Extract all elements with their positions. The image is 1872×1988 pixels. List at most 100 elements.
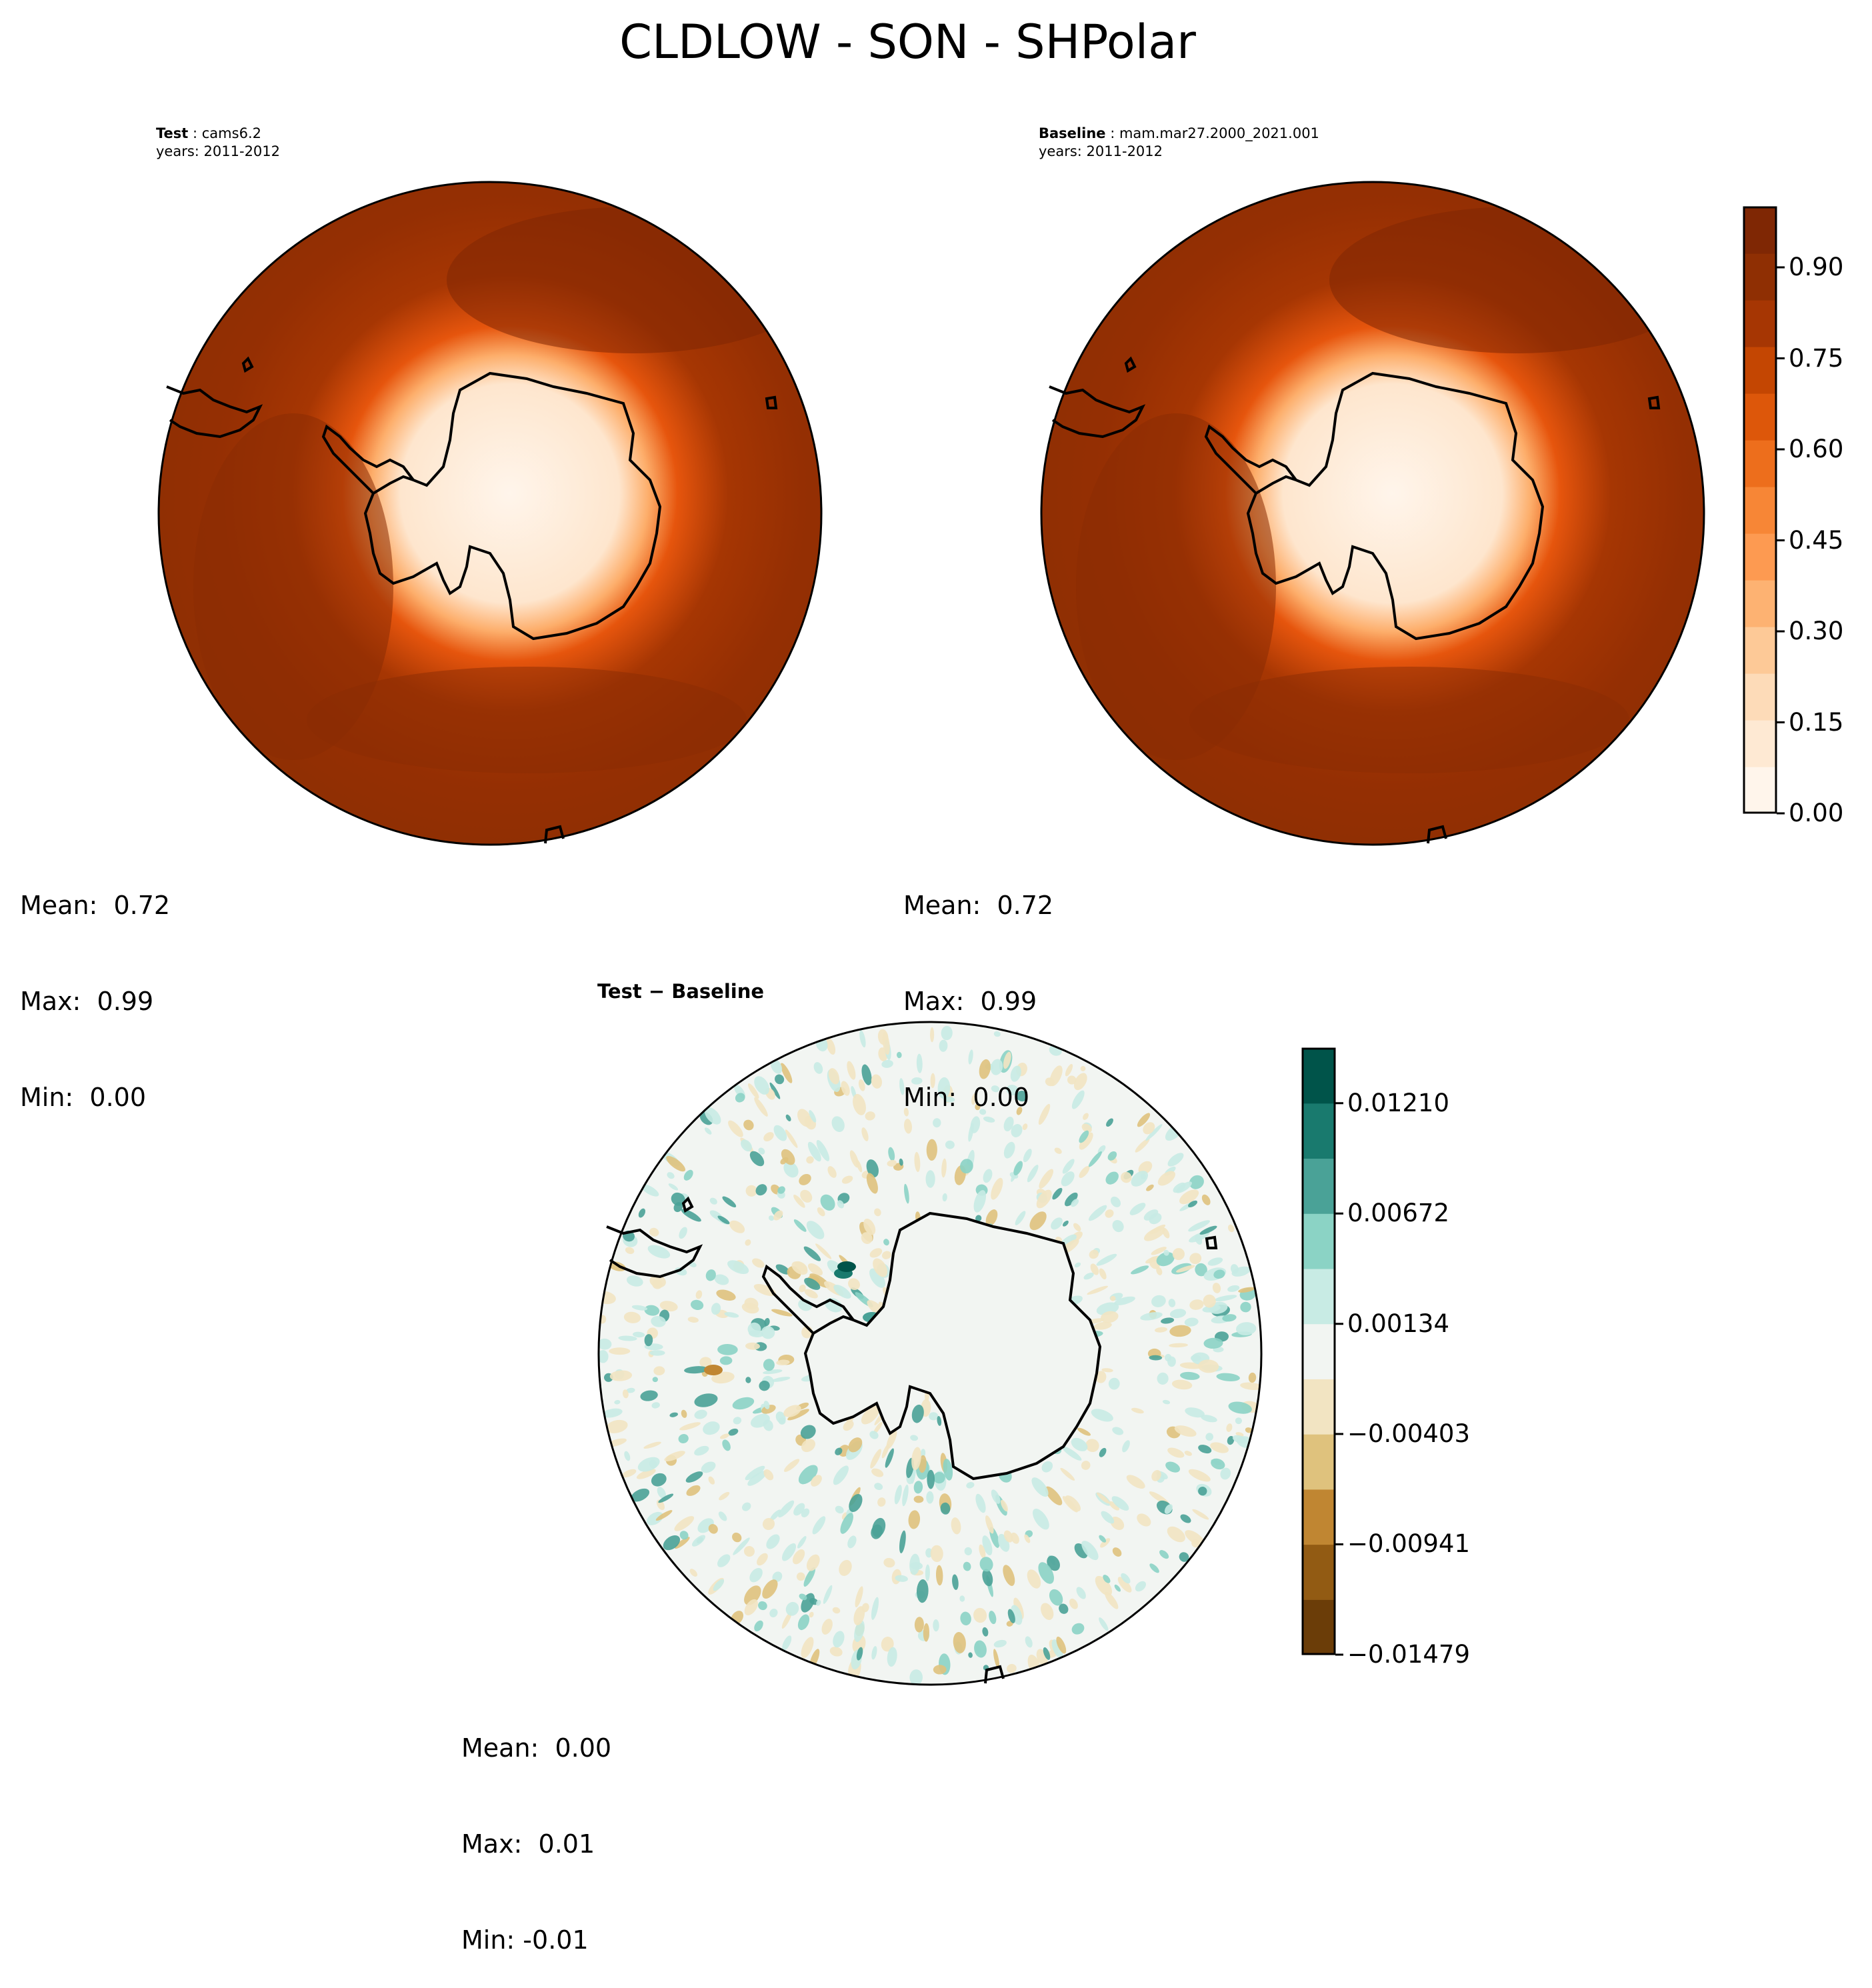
difference-speckle [1096,1253,1117,1266]
difference-speckle [993,1031,1001,1037]
difference-speckle [916,1579,929,1603]
difference-speckle [1164,1504,1173,1514]
difference-speckle [993,1639,1007,1648]
difference-speckle [1097,1145,1106,1154]
difference-speckle [1043,1647,1051,1660]
colorbar-top-frame [1743,206,1777,814]
difference-speckle [943,1459,953,1481]
figure-title: CLDLOW - SON - SHPolar [619,15,1196,69]
difference-speckle [1157,1171,1175,1186]
difference-speckle [1180,1514,1191,1523]
difference-speckle [1167,1356,1176,1367]
difference-speckle [1140,1173,1147,1180]
difference-speckle [871,1646,877,1660]
colorbar-difference-tick-label: −0.00941 [1347,1529,1471,1559]
difference-speckle [708,1476,715,1485]
difference-speckle [885,1448,894,1468]
difference-speckle [1038,1562,1055,1584]
difference-speckle [930,1073,935,1089]
difference-speckle [812,1516,826,1535]
colorbar-difference-swatch [1302,1103,1335,1159]
difference-speckle [781,1611,792,1629]
difference-speckle [870,1449,881,1469]
difference-speckle [1203,1337,1223,1349]
difference-speckle [952,1574,959,1590]
difference-speckle [704,1107,721,1125]
difference-speckle [1222,1314,1237,1322]
difference-speckle [762,1517,775,1531]
difference-speckle [1071,1437,1088,1451]
difference-speckle [923,1623,930,1642]
difference-speckle [718,1511,727,1521]
difference-speckle [1110,1295,1116,1301]
difference-speckle [1191,1539,1200,1548]
difference-speckle [785,1129,798,1148]
difference-speckle [904,1119,912,1134]
baseline-years: years: 2011-2012 [1039,143,1163,159]
difference-speckle [973,1607,987,1623]
difference-speckle [625,1247,635,1255]
difference-speckle [679,1422,701,1431]
difference-speckle [780,1063,793,1083]
difference-speckle [745,1239,751,1246]
colorbar-difference-tick-label: 0.00134 [1347,1309,1450,1338]
difference-speckle [1010,1065,1021,1082]
difference-speckle [979,1544,986,1559]
difference-speckle [722,1439,731,1451]
difference-speckle [861,1064,872,1085]
difference-speckle [732,1397,755,1410]
difference-speckle [653,1366,665,1376]
difference-speckle [1131,1265,1149,1275]
difference-speckle [829,1647,843,1657]
colorbar-difference-swatch [1302,1434,1335,1490]
difference-speckle [1085,1439,1099,1453]
difference-speckle [899,1078,905,1095]
difference-speckle [681,1209,701,1222]
difference-speckle [837,1200,845,1209]
difference-speckle [1185,1407,1205,1418]
difference-speckle [853,1093,866,1115]
difference-speckle [705,1269,716,1281]
difference-speckle [804,1277,821,1290]
difference-speckle [1185,1530,1205,1546]
difference-speckle [835,1447,843,1455]
test-case-name: cams6.2 [201,125,261,141]
difference-speckle [973,1190,987,1213]
colorbar-difference-swatch [1302,1379,1335,1435]
difference-speckle [849,1493,863,1513]
difference-speckle [761,1326,775,1339]
difference-speckle [640,1390,658,1401]
difference-speckle [745,1185,757,1197]
difference-speckle [902,1484,909,1507]
difference-speckle [776,1359,790,1365]
difference-speckle [758,1601,767,1611]
difference-speckle [1105,1209,1114,1218]
difference-speckle [762,1579,778,1599]
difference-speckle [659,1301,678,1312]
difference-speckle [1149,1563,1159,1573]
difference-speckle [769,1509,781,1521]
difference-speckle [1113,1296,1135,1305]
difference-speckle [1137,1113,1151,1127]
difference-speckle [911,1404,924,1423]
difference-speckle [943,1096,955,1103]
difference-speckle [909,1553,920,1575]
difference-speckle [1087,1285,1109,1295]
difference-speckle [1071,1090,1085,1109]
difference-speckle [599,1350,609,1363]
difference-extreme-patch [1224,1521,1243,1532]
difference-speckle [1024,1534,1031,1543]
difference-speckle [1143,1227,1165,1241]
difference-speckle [979,1059,991,1079]
difference-speckle [909,1669,923,1685]
difference-speckle [1169,1309,1187,1319]
difference-speckle [686,1485,701,1496]
difference-speckle [1003,1565,1015,1586]
difference-speckle [1187,1200,1198,1208]
difference-speckle [1129,1203,1146,1215]
difference-speckle [933,1471,945,1484]
difference-speckle [1011,1124,1023,1137]
difference-speckle [769,1609,778,1617]
difference-speckle [985,1209,998,1227]
difference-speckle [903,1107,909,1117]
